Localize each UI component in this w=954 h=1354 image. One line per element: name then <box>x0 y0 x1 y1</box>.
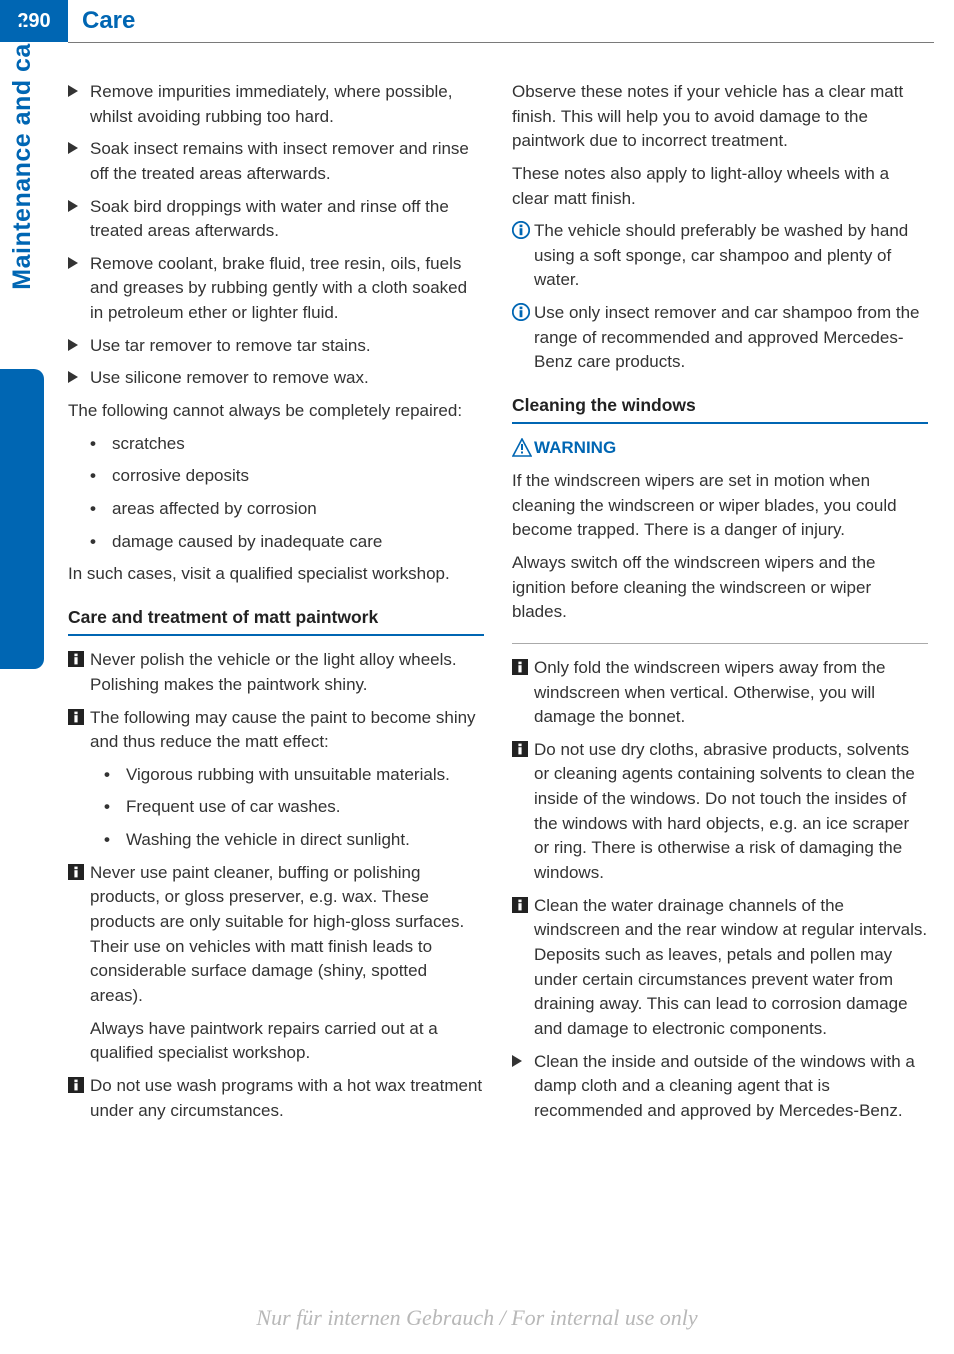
body-text: Do not use dry cloths, abrasive products… <box>534 738 928 886</box>
header-rule <box>68 42 934 43</box>
body-text: Clean the inside and outside of the wind… <box>534 1050 928 1124</box>
warning-icon <box>512 436 534 457</box>
body-text: Vigorous rubbing with unsuitable materia… <box>126 763 484 788</box>
bullet-icon: • <box>90 432 112 457</box>
arrow-item: Soak bird droppings with water and rinse… <box>68 195 484 244</box>
note-icon <box>68 706 90 725</box>
body-text: Always switch off the windscreen wipers … <box>512 551 928 625</box>
body-text: Never use paint cleaner, buffing or poli… <box>90 861 484 1009</box>
body-text: Remove coolant, brake fluid, tree resin,… <box>90 252 484 326</box>
bullet-item: •damage caused by inadequate care <box>68 530 484 555</box>
arrow-item: Remove coolant, brake fluid, tree resin,… <box>68 252 484 326</box>
warning-block: WARNING If the windscreen wipers are set… <box>512 436 928 643</box>
body-text: Always have paintwork repairs carried ou… <box>68 1017 484 1066</box>
bullet-icon: • <box>90 497 112 522</box>
bullet-icon: • <box>104 795 126 820</box>
body-text: Washing the vehicle in direct sunlight. <box>126 828 484 853</box>
bullet-item: •Frequent use of car washes. <box>90 795 484 820</box>
body-text: The vehicle should preferably be washed … <box>534 219 928 293</box>
bullet-item: •Washing the vehicle in direct sunlight. <box>90 828 484 853</box>
arrow-icon <box>68 80 90 97</box>
body-text: damage caused by inadequate care <box>112 530 484 555</box>
arrow-icon <box>68 252 90 269</box>
header-title: Care <box>68 0 954 42</box>
body-text: Use silicone remover to remove wax. <box>90 366 484 391</box>
arrow-icon <box>68 137 90 154</box>
bullet-item: •areas affected by corrosion <box>68 497 484 522</box>
bullet-item: •corrosive deposits <box>68 464 484 489</box>
info-icon <box>512 301 534 321</box>
info-item: Use only insect remover and car shampoo … <box>512 301 928 375</box>
body-text: In such cases, visit a qualified special… <box>68 562 484 587</box>
note-item: Only fold the windscreen wipers away fro… <box>512 656 928 730</box>
body-text: Use tar remover to remove tar stains. <box>90 334 484 359</box>
page-header: 290 Care <box>0 0 954 42</box>
note-item: Never polish the vehicle or the light al… <box>68 648 484 697</box>
section-heading: Care and treatment of matt paintwork <box>68 605 484 636</box>
arrow-item: Use tar remover to remove tar stains. <box>68 334 484 359</box>
watermark-footer: Nur für internen Gebrauch / For internal… <box>0 1302 954 1334</box>
arrow-icon <box>512 1050 534 1067</box>
content-columns: Remove impurities immediately, where pos… <box>68 80 928 1284</box>
note-icon <box>512 894 534 913</box>
body-text: If the windscreen wipers are set in moti… <box>512 469 928 543</box>
warning-label: WARNING <box>534 436 616 461</box>
body-text: Observe these notes if your vehicle has … <box>512 80 928 154</box>
body-text: Only fold the windscreen wipers away fro… <box>534 656 928 730</box>
body-text: Do not use wash programs with a hot wax … <box>90 1074 484 1123</box>
note-block: The following may cause the paint to bec… <box>68 706 484 853</box>
body-text: corrosive deposits <box>112 464 484 489</box>
body-text: Soak insect remains with insect remover … <box>90 137 484 186</box>
bullet-item: •Vigorous rubbing with unsuitable materi… <box>90 763 484 788</box>
body-text: Remove impurities immediately, where pos… <box>90 80 484 129</box>
body-text: The following cannot always be completel… <box>68 399 484 424</box>
body-text: Frequent use of car washes. <box>126 795 484 820</box>
body-text: The following may cause the paint to bec… <box>90 706 484 755</box>
body-text: areas affected by corrosion <box>112 497 484 522</box>
bullet-icon: • <box>104 828 126 853</box>
side-tab-label: Maintenance and care <box>4 7 40 301</box>
note-icon <box>68 648 90 667</box>
body-text: These notes also apply to light-alloy wh… <box>512 162 928 211</box>
arrow-item: Clean the inside and outside of the wind… <box>512 1050 928 1124</box>
note-item: Clean the water drainage channels of the… <box>512 894 928 1042</box>
body-text: Clean the water drainage channels of the… <box>534 894 928 1042</box>
info-icon <box>512 219 534 239</box>
body-text: Soak bird droppings with water and rinse… <box>90 195 484 244</box>
side-tab <box>0 369 44 669</box>
note-block: Never use paint cleaner, buffing or poli… <box>68 861 484 1066</box>
bullet-icon: • <box>104 763 126 788</box>
arrow-item: Soak insect remains with insect remover … <box>68 137 484 186</box>
note-icon <box>512 656 534 675</box>
info-item: The vehicle should preferably be washed … <box>512 219 928 293</box>
note-icon <box>68 861 90 880</box>
body-text: scratches <box>112 432 484 457</box>
note-icon <box>68 1074 90 1093</box>
arrow-icon <box>68 195 90 212</box>
body-text: Never polish the vehicle or the light al… <box>90 648 484 697</box>
note-item: Do not use dry cloths, abrasive products… <box>512 738 928 886</box>
arrow-icon <box>68 366 90 383</box>
note-item: Do not use wash programs with a hot wax … <box>68 1074 484 1123</box>
note-icon <box>512 738 534 757</box>
arrow-item: Use silicone remover to remove wax. <box>68 366 484 391</box>
arrow-item: Remove impurities immediately, where pos… <box>68 80 484 129</box>
arrow-icon <box>68 334 90 351</box>
bullet-icon: • <box>90 530 112 555</box>
body-text: Use only insect remover and car shampoo … <box>534 301 928 375</box>
section-heading: Cleaning the windows <box>512 393 928 424</box>
bullet-icon: • <box>90 464 112 489</box>
bullet-item: •scratches <box>68 432 484 457</box>
